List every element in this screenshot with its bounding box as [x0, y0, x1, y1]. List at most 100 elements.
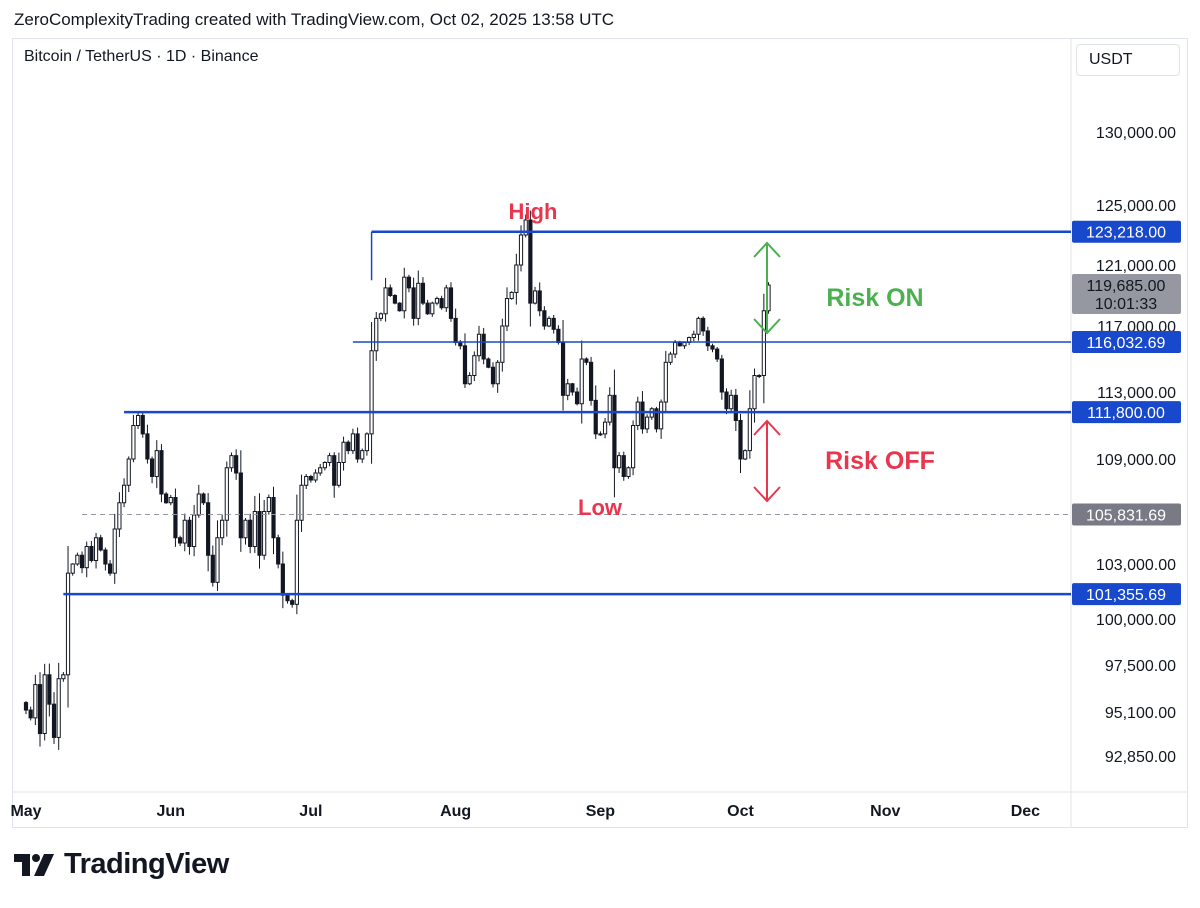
candle-up [243, 519, 248, 539]
candle-up [434, 298, 440, 304]
candle-up [631, 425, 636, 469]
candle-down [238, 472, 243, 539]
candle-down [448, 287, 454, 319]
x-tick-label: Jun [157, 803, 185, 820]
y-tick-label: 97,500.00 [1105, 658, 1176, 675]
candle-down [621, 455, 626, 477]
levels [63, 230, 1071, 596]
tradingview-logo[interactable]: TradingView [14, 848, 229, 881]
candle-down [103, 549, 108, 565]
candle-up [61, 674, 66, 680]
x-tick-label: Aug [440, 803, 471, 820]
candle-up [341, 441, 346, 463]
last-price-label: 119,685.00 [1087, 278, 1166, 295]
candle-up [84, 546, 89, 569]
ticks: 130,000.00125,000.00121,000.00117,000.00… [10, 125, 1176, 820]
candle-down [458, 342, 463, 347]
candle-up [761, 310, 766, 376]
chart-frame [12, 38, 1188, 828]
candle-up [252, 511, 257, 547]
candle-up [135, 414, 141, 427]
candle-down [462, 345, 468, 385]
candle-up [626, 467, 631, 477]
candle-down [425, 302, 430, 315]
price-badges: 123,218.00 116,032.69 111,800.00 101,355.69… [1072, 220, 1181, 606]
candle-down [654, 408, 659, 430]
risk-on-arrow-head-up [753, 241, 781, 258]
candle-up [430, 302, 435, 315]
candle-down [276, 537, 281, 565]
y-tick-label: 109,000.00 [1096, 452, 1176, 469]
candle-up [514, 264, 519, 293]
candle-down [406, 276, 412, 289]
candle-down [79, 554, 85, 569]
candle-up [504, 298, 510, 327]
candle-up [383, 287, 388, 315]
candle-up [579, 358, 584, 405]
candle-up [607, 394, 612, 423]
candle-up [182, 519, 187, 544]
candle-up [659, 401, 664, 430]
currency-selector[interactable]: USDT [1076, 44, 1180, 76]
candle-up [75, 554, 80, 565]
candle-down [420, 282, 426, 304]
candle-up [598, 433, 603, 436]
y-tick-label: 95,100.00 [1105, 705, 1176, 722]
candle-down [593, 399, 598, 435]
candle-up [472, 355, 477, 377]
candle-down [210, 554, 215, 583]
candle-down [145, 433, 150, 460]
candle-up [364, 433, 370, 452]
candle-up [532, 290, 538, 304]
candle-down [490, 366, 496, 385]
candle-up [602, 421, 608, 435]
candle-up [743, 450, 748, 460]
candle-down [719, 358, 724, 393]
candle-up [673, 342, 678, 355]
candle-up [154, 450, 159, 477]
candle-up [304, 476, 309, 486]
candle-up [121, 484, 127, 504]
candle-down [710, 345, 715, 350]
candle-up [360, 450, 365, 460]
candle-up [294, 519, 299, 605]
candle-up [467, 375, 472, 385]
y-tick-label: 92,850.00 [1105, 749, 1176, 766]
risk-on-arrow-head-down [753, 318, 781, 335]
candle-down [733, 394, 738, 421]
candle-up [565, 383, 570, 396]
x-tick-label: Dec [1011, 803, 1040, 820]
symbol-title[interactable]: Bitcoin / TetherUS · 1D · Binance [24, 48, 259, 65]
candle-up [495, 361, 500, 385]
candle-down [388, 287, 393, 296]
candle-down [715, 348, 720, 360]
candle-up [192, 514, 197, 547]
y-tick-label: 125,000.00 [1096, 198, 1176, 215]
candle-up [350, 433, 355, 452]
candle-up [416, 282, 421, 319]
candles [23, 210, 771, 750]
candle-up [476, 333, 482, 357]
candle-up [402, 276, 407, 312]
candle-up [682, 342, 687, 347]
candle-down [173, 497, 178, 539]
candle-up [378, 313, 384, 319]
price-level-badge [1072, 503, 1181, 526]
countdown-label: 10:01:33 [1095, 296, 1157, 313]
candle-down [98, 537, 103, 551]
candle-up [56, 678, 61, 738]
candle-down [486, 358, 491, 368]
candle-down [149, 458, 155, 477]
candle-down [51, 703, 57, 738]
candle-down [439, 298, 444, 309]
candle-up [369, 350, 374, 435]
candle-up [318, 467, 323, 474]
price-level-badge [1072, 401, 1181, 424]
x-tick-label: Nov [870, 803, 900, 820]
candle-up [112, 528, 117, 574]
candle-up [168, 497, 173, 504]
price-level-badge [1072, 583, 1181, 606]
candle-up [220, 519, 225, 539]
x-tick-label: Jul [299, 803, 322, 820]
